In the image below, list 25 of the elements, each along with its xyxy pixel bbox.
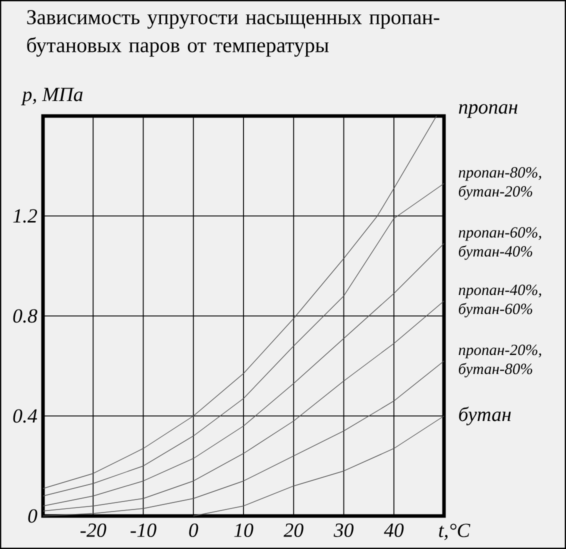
x-tick-label: 20 xyxy=(284,524,304,538)
line-series xyxy=(42,360,444,516)
x-tick-label: 10 xyxy=(234,524,254,538)
series-label: пропан xyxy=(458,104,518,118)
line-series xyxy=(42,183,444,496)
y-tick-label: 0 xyxy=(28,509,38,523)
y-tick-label: 0.4 xyxy=(13,409,38,423)
x-tick-label: -10 xyxy=(130,524,156,538)
x-tick-label: 0 xyxy=(189,524,198,538)
series-label: пропан-60%, бутан-40% xyxy=(458,227,542,260)
y-axis-title: p, МПа xyxy=(21,88,83,106)
series-label: пропан-20%, бутан-80% xyxy=(458,344,542,378)
x-tick-label: 40 xyxy=(384,524,404,538)
y-tick-label: 0.8 xyxy=(13,309,38,323)
line-series xyxy=(193,416,444,516)
series-label: пропан-40%, бутан-60% xyxy=(458,284,542,318)
line-series xyxy=(42,116,437,489)
line-series xyxy=(42,300,444,512)
series-label: бутан xyxy=(459,406,511,426)
x-axis-title: t,°C xyxy=(439,524,470,540)
y-tick-label: 1.2 xyxy=(13,209,38,223)
chart-title: Зависимость упругости насыщенных пропан-бутановых паров от температуры xyxy=(27,10,440,57)
x-tick-label: 30 xyxy=(334,524,354,538)
series-label: пропан-80%, бутан-20% xyxy=(458,167,542,200)
x-tick-label: -20 xyxy=(80,524,106,538)
